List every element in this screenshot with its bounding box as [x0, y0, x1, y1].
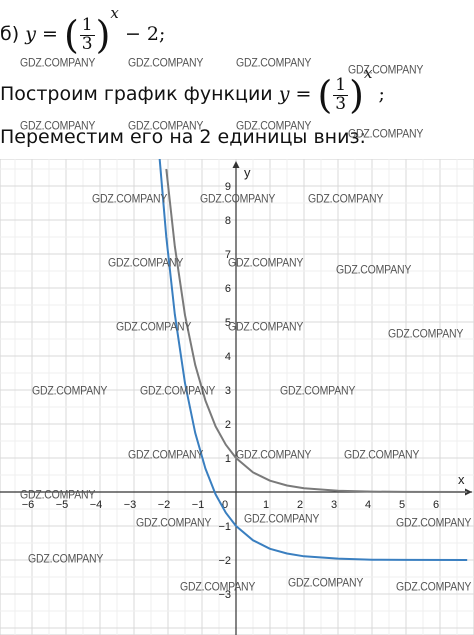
- x-tick-label: −6: [22, 499, 35, 511]
- x-tick-label: −2: [158, 499, 171, 511]
- watermark-text: GDZ.COMPANY: [28, 552, 104, 566]
- x-tick-label: 4: [365, 499, 371, 511]
- line2-text: Построим график функции: [0, 83, 273, 105]
- var-y: y: [25, 23, 36, 45]
- item-label: б): [0, 23, 20, 45]
- watermark-text: GDZ.COMPANY: [396, 516, 472, 530]
- x-tick-label: 0: [222, 499, 228, 511]
- watermark-text: GDZ.COMPANY: [200, 192, 276, 206]
- watermark-text: GDZ.COMPANY: [388, 327, 464, 341]
- watermark-text: GDZ.COMPANY: [140, 384, 216, 398]
- function-graph: x y −6 −5 −4 −3 −2 −1 0 1 2 3 4 5 6 9 8 7 6 5 4 3 2 1 −1 −2 −3: [0, 159, 474, 635]
- x-tick-label: 1: [263, 499, 269, 511]
- plot-area: [0, 159, 474, 635]
- watermark-text: GDZ.COMPANY: [108, 256, 184, 270]
- y-tick-label: 6: [225, 283, 231, 295]
- watermark-text: GDZ.COMPANY: [20, 56, 96, 70]
- x-tick-label: 2: [297, 499, 303, 511]
- watermark-text: GDZ.COMPANY: [280, 384, 356, 398]
- watermark-text: GDZ.COMPANY: [20, 119, 96, 133]
- x-axis-arrow: [465, 488, 472, 496]
- watermark-text: GDZ.COMPANY: [228, 320, 304, 334]
- watermark-text: GDZ.COMPANY: [288, 576, 364, 590]
- right-paren: ): [349, 73, 364, 117]
- y-tick-label: 4: [225, 351, 231, 363]
- y-tick-label: 8: [225, 215, 231, 227]
- var-y: y: [278, 83, 290, 105]
- watermark-text: GDZ.COMPANY: [180, 580, 256, 594]
- watermark-text: GDZ.COMPANY: [244, 512, 320, 526]
- watermark-text: GDZ.COMPANY: [92, 192, 168, 206]
- y-tick-label: 1: [225, 453, 231, 465]
- line3-text: Переместим его на 2 единицы вниз:: [0, 126, 366, 148]
- fraction-num: 1: [79, 14, 95, 36]
- watermark-text: GDZ.COMPANY: [32, 384, 108, 398]
- left-paren: (: [317, 73, 333, 117]
- watermark-text: GDZ.COMPANY: [128, 448, 204, 462]
- x-tick-label: −1: [192, 499, 205, 511]
- y-tick-label: −2: [218, 555, 231, 567]
- equals-sign: =: [295, 83, 312, 105]
- watermark-text: GDZ.COMPANY: [116, 320, 192, 334]
- watermark-text: GDZ.COMPANY: [308, 192, 384, 206]
- y-tick-label: 5: [225, 317, 231, 329]
- left-paren: (: [63, 13, 79, 57]
- watermark-text: GDZ.COMPANY: [348, 127, 424, 141]
- watermark-text: GDZ.COMPANY: [396, 580, 472, 594]
- x-tick-label: 6: [433, 499, 439, 511]
- formula-line-1: б) y = (1 3)x − 2;: [0, 4, 165, 54]
- watermark-text: GDZ.COMPANY: [336, 263, 412, 277]
- fraction-den: 3: [81, 33, 93, 54]
- x-axis-label: x: [458, 472, 465, 487]
- exponent: x: [363, 64, 373, 82]
- x-tick-label: −5: [56, 499, 69, 511]
- right-paren: ): [95, 13, 111, 57]
- formula-rest: − 2;: [124, 23, 166, 45]
- y-tick-label: 9: [225, 181, 231, 193]
- x-tick-label: 5: [399, 499, 405, 511]
- y-tick-label: 7: [225, 249, 231, 261]
- watermark-text: GDZ.COMPANY: [236, 119, 312, 133]
- x-tick-label: 3: [331, 499, 337, 511]
- watermark-text: GDZ.COMPANY: [136, 516, 212, 530]
- y-tick-label: −3: [218, 589, 231, 601]
- watermark-text: GDZ.COMPANY: [20, 488, 96, 502]
- y-axis-arrow: [232, 161, 240, 168]
- exponent: x: [110, 4, 119, 22]
- y-tick-label: 2: [225, 419, 231, 431]
- y-tick-label: 3: [225, 385, 231, 397]
- watermark-text: GDZ.COMPANY: [236, 56, 312, 70]
- fraction-num: 1: [333, 74, 349, 96]
- formula-line-2: Построим график функции y = (1 3)x ;: [0, 64, 385, 114]
- x-tick-label: −3: [124, 499, 137, 511]
- watermark-text: GDZ.COMPANY: [228, 256, 304, 270]
- watermark-text: GDZ.COMPANY: [236, 448, 312, 462]
- series-line-1: [165, 168, 468, 493]
- watermark-text: GDZ.COMPANY: [128, 119, 204, 133]
- line2-end: ;: [378, 83, 385, 105]
- watermark-text: GDZ.COMPANY: [344, 448, 420, 462]
- equals-sign: =: [41, 23, 58, 45]
- x-tick-label: −4: [90, 499, 103, 511]
- series-line-2: [158, 159, 468, 561]
- fraction-den: 3: [335, 93, 347, 114]
- y-axis-label: y: [244, 165, 251, 180]
- watermark-text: GDZ.COMPANY: [348, 63, 424, 77]
- watermark-text: GDZ.COMPANY: [128, 56, 204, 70]
- y-tick-label: −1: [218, 521, 231, 533]
